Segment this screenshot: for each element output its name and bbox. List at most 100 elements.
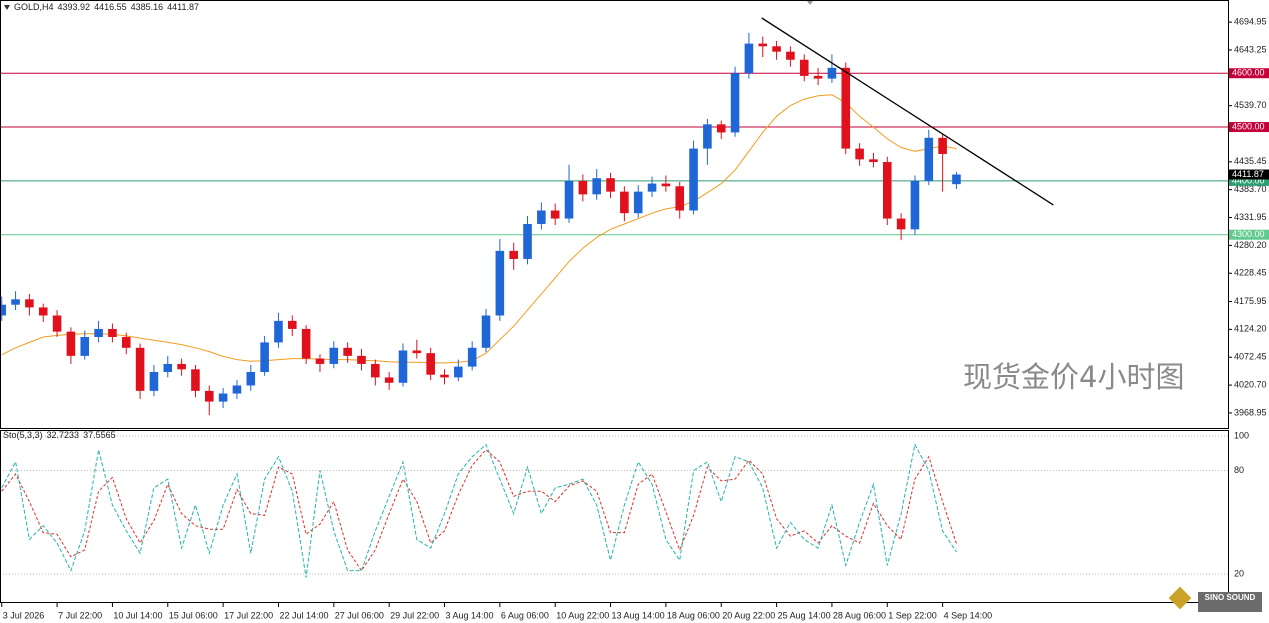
candle-body [426, 353, 435, 375]
trendline [761, 17, 1054, 206]
price-label-box [1229, 169, 1269, 180]
x-tick-label: 20 Aug 22:00 [722, 610, 775, 620]
indicator-header: Sto(5,3,3) 32.7233 37.5565 [3, 430, 116, 440]
y-tick-label: 4175.95 [1234, 296, 1267, 306]
candle-body [703, 124, 712, 149]
main-value: 32.7233 [47, 430, 80, 440]
level-label: 4600.00 [1232, 68, 1265, 78]
y-tick-label: 4280.20 [1234, 240, 1267, 250]
candle-body [855, 148, 864, 160]
candle-body [799, 59, 809, 76]
candle-body [0, 304, 7, 316]
candle-body [94, 328, 103, 338]
candle-body [135, 347, 145, 391]
candle-body [813, 75, 823, 79]
x-tick-label: 29 Jul 22:00 [390, 610, 439, 620]
candle-body [592, 178, 601, 195]
y-tick-label: 3968.95 [1234, 407, 1267, 417]
y-tick-label: 4331.95 [1234, 212, 1267, 222]
candle-body [647, 183, 657, 192]
y-tick-label: 4435.45 [1234, 156, 1267, 166]
candle-body [772, 46, 781, 52]
candle-body [260, 342, 269, 373]
candle-body [66, 331, 76, 356]
candle-body [882, 162, 892, 219]
stochastic-main [1, 443, 957, 578]
candle-body [412, 350, 422, 354]
candle-body [454, 366, 463, 378]
candle-body [467, 347, 477, 367]
candle-body [744, 43, 754, 74]
x-tick-label: 28 Aug 06:00 [833, 610, 886, 620]
candle-body [25, 299, 34, 308]
candle-body [910, 180, 920, 230]
candle-body [481, 315, 491, 348]
shift-marker [807, 1, 813, 5]
candle-body [938, 137, 947, 154]
candle-body [730, 73, 740, 133]
candle-body [440, 374, 449, 378]
indicator-tick-label: 100 [1234, 430, 1249, 440]
open-value: 4393.92 [58, 2, 91, 12]
candle-body [924, 137, 934, 181]
candle-body [509, 250, 518, 259]
candle-body [661, 183, 671, 187]
candle-body [301, 328, 311, 359]
plot-layer: 4694.95 4643.25 4539.70 4435.45 4383.70 4331.… [0, 16, 1269, 620]
logo-box [1198, 592, 1262, 612]
x-tick-label: 3 Jul 2026 [3, 610, 45, 620]
candle-body [11, 299, 20, 305]
candle-body [218, 393, 228, 402]
candle-body [191, 369, 200, 391]
y-tick-label: 4694.95 [1234, 16, 1267, 26]
x-tick-label: 4 Sep 14:00 [944, 610, 993, 620]
signal-value: 37.5565 [83, 430, 116, 440]
candle-body [841, 67, 851, 149]
main-frame [0, 0, 1229, 429]
candle-body [716, 124, 726, 133]
candle-body [108, 328, 117, 338]
y-tick-label: 4228.45 [1234, 268, 1267, 278]
moving-average [1, 94, 957, 364]
candle-body [52, 315, 62, 332]
candle-body [315, 358, 325, 364]
indicator-frame [0, 430, 1229, 603]
candle-body [177, 363, 186, 370]
x-tick-label: 17 Jul 22:00 [224, 610, 273, 620]
candle-body [343, 347, 352, 356]
candle-body [689, 148, 698, 211]
y-tick-label: 4124.20 [1234, 324, 1267, 334]
annotation: 现货金价4小时图 [963, 360, 1184, 394]
x-tick-label: 7 Jul 22:00 [58, 610, 102, 620]
high-value: 4416.55 [94, 2, 127, 12]
y-tick-label: 4643.25 [1234, 44, 1267, 54]
candle-body [896, 218, 906, 230]
x-tick-label: 13 Aug 14:00 [612, 610, 665, 620]
candle-body [606, 178, 615, 192]
candle-body [523, 223, 532, 259]
x-tick-label: 6 Aug 06:00 [501, 610, 549, 620]
candle-body [952, 174, 961, 185]
x-tick-label: 3 Aug 14:00 [446, 610, 494, 620]
indicator-tick-label: 20 [1234, 568, 1244, 578]
x-tick-label: 22 Jul 14:00 [279, 610, 328, 620]
indicator-label: Sto(5,3,3) [3, 430, 43, 440]
x-tick-label: 15 Jul 06:00 [169, 610, 218, 620]
candle-body [786, 51, 795, 60]
candle-body [357, 355, 366, 364]
candle-body [578, 180, 588, 195]
watermark: SINO SOUND [1205, 593, 1256, 602]
level-label: 4400.00 [1232, 175, 1265, 185]
candle-body [149, 372, 159, 391]
candle-body [246, 372, 256, 386]
candle-body [550, 210, 560, 219]
candle-body [288, 320, 297, 329]
candle-body [204, 390, 214, 402]
candle-body [274, 320, 283, 343]
candle-body [384, 377, 394, 383]
level-label-box [1229, 229, 1269, 240]
candle-body [371, 363, 380, 378]
candle-body [38, 307, 48, 316]
y-tick-label: 4383.70 [1234, 184, 1267, 194]
